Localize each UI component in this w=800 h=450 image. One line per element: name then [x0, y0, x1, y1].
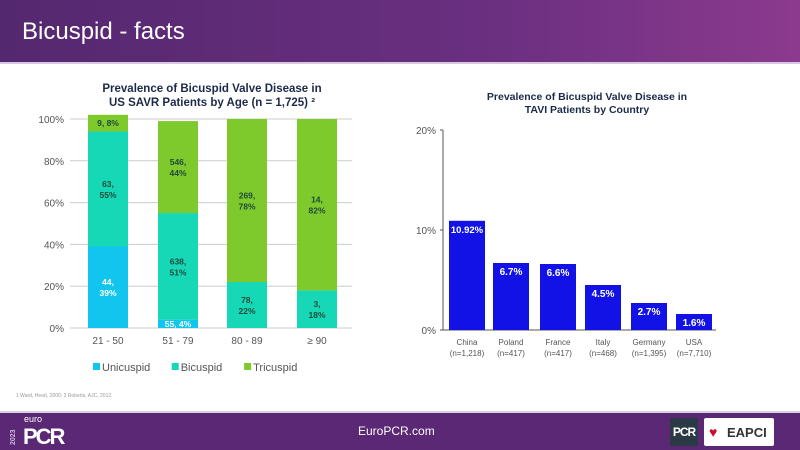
footnote: 1 Ward, Heart, 2000; 2 Roberts, AJC, 201… — [16, 393, 113, 399]
logo-euro: euro — [24, 414, 43, 424]
x-tick-label: Germany — [633, 338, 666, 347]
bar-segment — [227, 282, 267, 328]
y-tick-label: 20% — [44, 282, 64, 293]
bar-segment — [158, 319, 198, 328]
x-tick-sublabel: (n=1,218) — [450, 349, 485, 358]
bar-segment — [158, 121, 198, 214]
x-tick-label: China — [457, 338, 478, 347]
data-label: 9, 8% — [97, 118, 119, 128]
data-label: 1.6% — [683, 318, 706, 329]
bar — [540, 264, 576, 330]
bar — [676, 314, 712, 330]
europcr-logo: 2023 euro PCR — [10, 415, 70, 449]
bar-segment — [227, 119, 267, 283]
data-label: 14, — [311, 195, 323, 205]
bar — [449, 220, 485, 330]
x-tick-sublabel: (n=1,395) — [632, 349, 667, 358]
legend-swatch — [244, 363, 252, 370]
data-label: 4.5% — [592, 289, 615, 300]
bar — [631, 303, 667, 330]
bar — [493, 263, 529, 330]
data-label: 269, — [239, 191, 256, 201]
legend-swatch — [93, 363, 100, 370]
data-label: 3, — [313, 299, 320, 309]
x-tick-label: 21 - 50 — [92, 336, 124, 347]
website-link[interactable]: EuroPCR.com — [358, 424, 435, 438]
x-tick-label: Italy — [596, 338, 611, 347]
eapci-logo: ♥ EAPCI — [704, 418, 774, 446]
y-tick-label: 80% — [44, 157, 64, 168]
footer-bar: 2023 euro PCR EuroPCR.com — [0, 413, 800, 450]
data-label: 55% — [99, 190, 116, 200]
x-tick-label: ≥ 90 — [307, 336, 327, 347]
legend-label: Bicuspid — [181, 362, 223, 374]
bar-segment — [88, 131, 128, 247]
legend-label: Unicuspid — [102, 362, 150, 374]
data-label: 51% — [169, 267, 186, 277]
y-tick-label: 60% — [44, 199, 64, 210]
x-tick-label: Poland — [499, 338, 524, 347]
data-label: 44, — [102, 277, 114, 287]
x-tick-label: USA — [686, 338, 703, 347]
heart-icon: ♥ — [709, 424, 718, 440]
data-label: 6.7% — [500, 267, 523, 278]
bar-segment — [88, 114, 128, 132]
logo-year: 2023 — [10, 429, 17, 445]
bar-segment — [297, 119, 337, 291]
data-label: 44% — [169, 168, 186, 178]
divider — [0, 62, 800, 64]
bar — [585, 285, 621, 330]
x-tick-label: 51 - 79 — [162, 336, 194, 347]
slide-title: Bicuspid - facts — [22, 18, 185, 45]
data-label: 55, 4% — [165, 319, 192, 329]
bar-segment — [297, 290, 337, 328]
data-label: 63, — [102, 179, 114, 189]
x-tick-label: 80 - 89 — [231, 336, 263, 347]
y-tick-label: 40% — [44, 240, 64, 251]
data-label: 10.92% — [451, 225, 484, 236]
chart-title: TAVI Patients by Country — [525, 104, 650, 116]
legend-label: Tricuspid — [253, 362, 297, 374]
chart-title: US SAVR Patients by Age (n = 1,725) ² — [109, 97, 315, 109]
x-tick-sublabel: (n=468) — [589, 349, 617, 358]
pcr-logo: PCR — [670, 418, 698, 446]
header-bar: Bicuspid - facts — [0, 0, 800, 62]
data-label: 39% — [99, 288, 116, 298]
data-label: 22% — [238, 306, 255, 316]
y-tick-label: 0% — [50, 324, 65, 335]
data-label: 638, — [170, 256, 187, 266]
data-label: 6.6% — [547, 268, 570, 279]
x-tick-sublabel: (n=417) — [544, 349, 572, 358]
y-tick-label: 20% — [416, 126, 436, 137]
x-tick-sublabel: (n=417) — [497, 349, 525, 358]
chart-title: Prevalence of Bicuspid Valve Disease in — [102, 83, 321, 95]
legend-swatch — [171, 363, 179, 370]
data-label: 546, — [170, 157, 187, 167]
logo-pcr: PCR — [23, 424, 65, 449]
data-label: 18% — [308, 310, 325, 320]
data-label: 78, — [241, 295, 253, 305]
data-label: 82% — [308, 206, 325, 216]
bar-segment — [88, 246, 128, 328]
bar-segment — [158, 213, 198, 320]
x-tick-sublabel: (n=7,710) — [677, 349, 712, 358]
divider — [0, 411, 800, 413]
y-tick-label: 100% — [38, 115, 64, 126]
y-tick-label: 10% — [416, 226, 436, 237]
x-tick-label: France — [546, 338, 571, 347]
eapci-label: EAPCI — [727, 425, 767, 440]
data-label: 2.7% — [638, 307, 661, 318]
chart-title: Prevalence of Bicuspid Valve Disease in — [487, 91, 687, 103]
y-tick-label: 0% — [422, 326, 437, 337]
data-label: 78% — [238, 202, 255, 212]
